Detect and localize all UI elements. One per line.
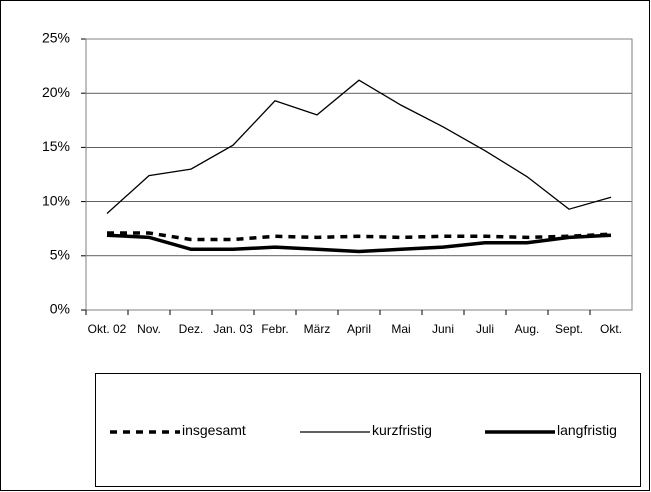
y-tick-label: 10% xyxy=(42,192,70,208)
x-tick-label: Jan. 03 xyxy=(213,322,253,336)
series-line xyxy=(107,231,612,242)
y-tick-label: 15% xyxy=(42,138,70,154)
y-tick-label: 0% xyxy=(50,301,70,317)
x-tick-label: Febr. xyxy=(261,322,289,336)
legend-label: langfristig xyxy=(557,422,617,438)
x-tick-label: Mai xyxy=(391,322,411,336)
x-tick-label: Okt. xyxy=(599,322,622,336)
x-tick-label: Aug. xyxy=(514,322,540,336)
y-tick-label: 25% xyxy=(42,30,70,46)
legend-label: kurzfristig xyxy=(372,422,432,438)
x-tick-label: Dez. xyxy=(178,322,204,336)
y-tick-label: 20% xyxy=(42,84,70,100)
series-line xyxy=(106,79,612,215)
x-tick-label: Okt. 02 xyxy=(87,322,127,336)
y-tick-label: 5% xyxy=(50,247,70,263)
x-tick-label: März xyxy=(303,322,331,336)
x-tick-label: Juli xyxy=(475,322,494,336)
x-tick-label: Juni xyxy=(431,322,454,336)
plot-area xyxy=(85,38,633,311)
series-line xyxy=(106,233,612,254)
legend-box xyxy=(95,373,641,487)
x-tick-label: Sept. xyxy=(554,322,584,336)
x-tick-label: Nov. xyxy=(137,322,161,336)
x-tick-label: April xyxy=(346,322,371,336)
legend-label: insgesamt xyxy=(182,422,246,438)
